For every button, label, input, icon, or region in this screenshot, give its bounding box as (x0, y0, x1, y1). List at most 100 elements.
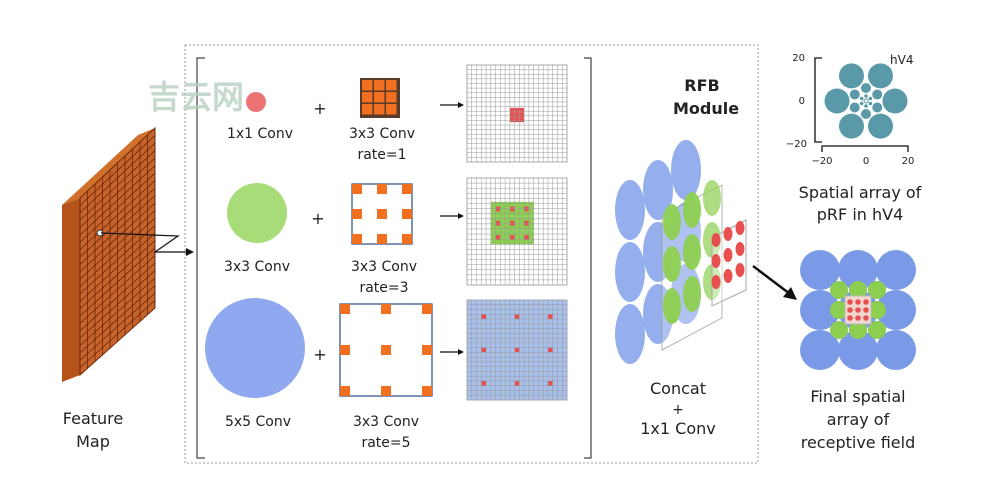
green-feature (683, 276, 701, 312)
prf-circle (824, 88, 850, 114)
grid-line (79, 172, 156, 243)
y-tick: −20 (786, 139, 807, 150)
red-field (855, 315, 861, 321)
red-feature (723, 248, 733, 262)
grid-patch (514, 380, 520, 386)
grid-line (79, 255, 156, 324)
blue-field (800, 330, 840, 370)
kernel-cell (362, 104, 373, 115)
prf-plot: 20 0 −20 −20 0 20 hV4 (786, 53, 914, 167)
prf-circle (859, 96, 864, 101)
red-field (863, 315, 869, 321)
kernel-cell (422, 304, 432, 314)
grid-patch (514, 112, 520, 118)
grid-patch (481, 314, 487, 320)
prf-circle (868, 113, 893, 139)
kernel-cell (377, 234, 387, 244)
green-feature (703, 180, 721, 216)
branch-label: 1x1 Conv (227, 126, 293, 142)
green-feature (663, 288, 681, 324)
green-field (849, 321, 867, 339)
red-feature (735, 221, 745, 235)
grid-patch (509, 235, 515, 240)
kernel-cell (381, 386, 391, 396)
grid-line (79, 135, 156, 206)
blue-field (800, 250, 840, 290)
grid-patch (519, 117, 525, 123)
arrow-head (186, 248, 194, 256)
concatenated-feature-stack (615, 140, 747, 364)
blue-feature (615, 242, 645, 302)
plus-sign: + (313, 99, 326, 118)
grid-line (79, 285, 156, 354)
red-feature (711, 254, 721, 268)
prf-circle (868, 96, 873, 101)
prf-circle (864, 94, 868, 98)
grid-patch (519, 107, 525, 113)
kernel-cell (340, 345, 350, 355)
kernel-cell (377, 209, 387, 219)
dilated-kernel-rate-5 (339, 303, 433, 397)
kernel-cell (374, 104, 385, 115)
x-tick: −20 (811, 156, 832, 167)
feature-map-label: Feature (63, 409, 123, 428)
kernel-cell (402, 209, 412, 219)
green-feature (663, 204, 681, 240)
grid-line (79, 225, 156, 295)
grid-patch (547, 380, 553, 386)
kernel-cell (352, 209, 362, 219)
green-field (868, 281, 886, 299)
receptive-grid-rate-5 (466, 299, 568, 401)
kernel-cell (340, 304, 350, 314)
kernel-cell (374, 80, 385, 91)
blue-field (876, 250, 916, 290)
left-bracket (196, 57, 205, 459)
right-bracket (584, 57, 592, 459)
branch-label: 3x3 Conv (224, 259, 290, 275)
prf-caption: Spatial array of (799, 183, 922, 202)
grid-patch (547, 314, 553, 320)
final-receptive-field-array (800, 250, 916, 370)
grid-line (79, 180, 156, 250)
y-tick: 20 (792, 53, 805, 64)
grid-patch (481, 347, 487, 353)
grid-line (79, 262, 156, 332)
red-field (855, 299, 861, 305)
green-field (830, 281, 848, 299)
prf-circle (868, 63, 893, 89)
feature-map-grid (79, 135, 156, 369)
grid-line (79, 247, 156, 317)
grid-patch (495, 220, 501, 226)
rate-label: rate=5 (361, 435, 410, 451)
blue-field (838, 250, 878, 290)
rate-label: rate=1 (357, 147, 406, 163)
blue-field (876, 290, 916, 330)
kernel-cell (352, 234, 362, 244)
green-field (868, 301, 886, 319)
prf-circle (872, 102, 883, 113)
grid-line (79, 300, 156, 368)
branch-label: 5x5 Conv (225, 414, 291, 430)
conv-5x5-kernel (205, 298, 305, 398)
concat-label: Concat (650, 379, 706, 398)
feature-map-side (62, 198, 80, 382)
conv-label: 3x3 Conv (351, 259, 417, 275)
grid-line (79, 165, 156, 236)
kernel-cell (422, 386, 432, 396)
kernel-cell (386, 80, 397, 91)
output-arrow (752, 265, 791, 295)
grid-line (79, 202, 156, 273)
grid-line (79, 142, 156, 214)
prf-circle (864, 104, 868, 108)
dilated-kernel-rate-1 (360, 78, 400, 118)
kernel-cell (362, 80, 373, 91)
x-tick: 20 (902, 156, 915, 167)
grid-line (79, 240, 156, 309)
kernel-cell (402, 234, 412, 244)
conv-1x1-label: 1x1 Conv (640, 419, 715, 438)
red-field (863, 299, 869, 305)
kernel-cell (422, 345, 432, 355)
green-feature (663, 246, 681, 282)
x-axis (821, 145, 909, 152)
prf-circle (872, 89, 883, 100)
